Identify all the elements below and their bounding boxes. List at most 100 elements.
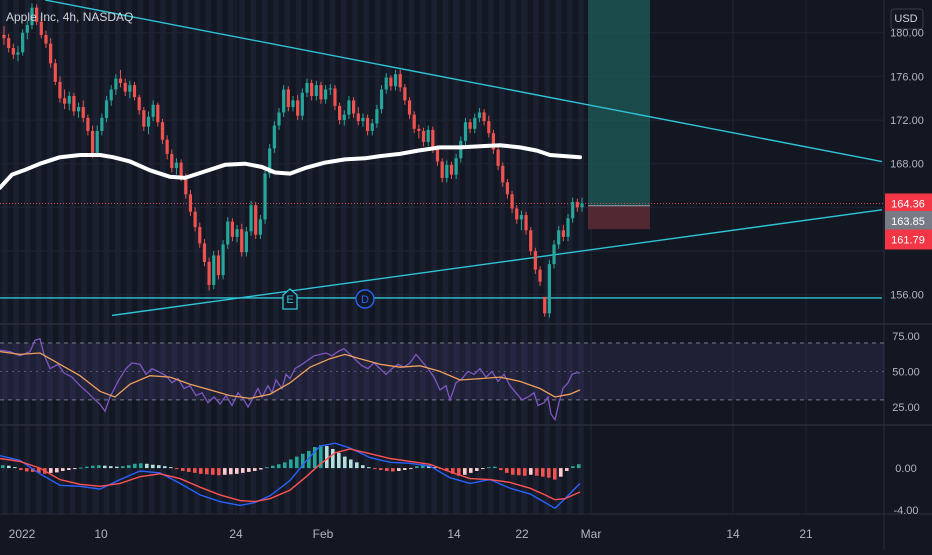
candle [188,189,193,217]
candle [90,125,95,159]
candle-body [11,48,15,55]
candle-body [95,130,99,153]
histogram-bar [325,446,329,469]
candle-body [566,218,570,237]
candle-body [151,104,155,117]
candle-body [543,296,547,314]
candle-body [519,215,524,220]
histogram-bar [127,465,131,469]
histogram-bar [481,468,485,470]
candle [35,4,39,26]
event-marker: E [282,288,298,310]
candle [104,96,109,123]
histogram-bar [289,459,293,469]
candle [165,135,169,160]
candle [81,100,85,123]
candle [533,247,537,274]
histogram-bar [241,468,245,473]
candle [324,85,328,104]
histogram-bar [133,463,137,469]
candle [338,102,342,125]
histogram-bar [79,467,83,469]
candle-body [473,117,477,129]
candle-body [30,7,34,26]
candle-body [529,230,533,252]
histogram-bar [121,466,125,469]
candle-body [351,100,356,114]
candle-body [249,205,253,232]
time-tick: 10 [94,527,108,541]
candle-body [277,112,281,126]
histogram-bar [349,459,353,469]
candle-body [86,117,90,131]
histogram-bar [385,468,389,471]
candle-body [379,89,384,110]
histogram-bar [205,468,209,475]
session-stripe [126,0,132,514]
time-tick: Mar [581,527,602,541]
candle-body [286,89,290,107]
candle-body [426,129,430,142]
histogram-bar [469,468,473,473]
candle-body [81,106,85,118]
candle-body [412,114,416,129]
candle-body [361,117,365,122]
candle-body [557,230,561,245]
candle-body [435,148,440,162]
time-tick: 21 [799,527,813,541]
histogram-bar [145,463,149,469]
session-stripe [69,0,76,514]
session-stripe [261,0,268,514]
candle-body [35,7,39,22]
candle [445,160,449,183]
currency-label: USD [894,13,917,25]
histogram-bar [571,466,575,469]
macd-tick: 0.00 [895,463,916,475]
candle [11,43,15,59]
session-stripe [307,0,313,514]
candle [240,223,244,257]
candle [557,225,561,249]
histogram-bar [367,467,371,469]
candle-body [421,130,426,142]
session-stripe [182,0,189,514]
candle-body [21,32,25,53]
candle-body [132,85,137,98]
candle [407,97,412,119]
candle [21,29,25,56]
symbol-title[interactable]: Apple Inc, 4h, NASDAQ [6,10,134,24]
candle-body [417,128,421,131]
candle-body [272,125,276,149]
candle [575,198,579,212]
candle-body [216,255,221,276]
candle [412,111,416,134]
candle-body [235,229,239,237]
candle [482,109,486,126]
candle [403,84,407,105]
time-tick: 22 [515,527,529,541]
candle-body [76,106,81,112]
candle-body [575,201,579,208]
session-stripe [194,0,200,514]
macd-histogram [1,445,581,480]
histogram-bar [343,456,347,469]
candle-body [365,117,370,131]
candle-body [403,87,407,101]
candle-body [263,173,267,220]
histogram-bar [139,463,143,469]
histogram-bar [547,468,551,478]
candle [361,113,365,127]
candle-body [580,203,584,208]
candle [510,191,514,213]
session-stripe [239,0,245,514]
session-stripe [329,0,336,514]
candle [286,86,290,112]
candle [580,197,584,212]
candle [314,80,318,101]
session-stripe [35,0,42,514]
candle [202,239,207,267]
candles [2,3,584,318]
candle [440,158,444,183]
